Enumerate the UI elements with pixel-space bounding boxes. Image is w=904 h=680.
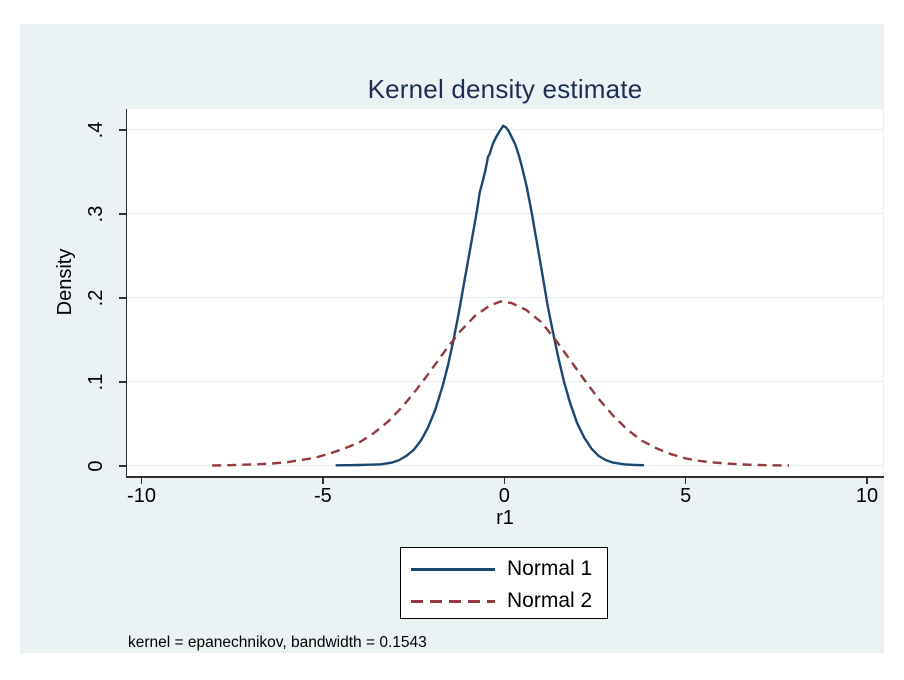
x-tick-label: 5 <box>680 485 692 507</box>
y-tick <box>119 465 126 467</box>
kde-curve-2 <box>212 300 790 467</box>
legend-label: Normal 1 <box>507 557 593 580</box>
legend-line-sample-solid <box>411 567 495 571</box>
y-gridline <box>127 297 883 299</box>
y-tick <box>119 381 126 383</box>
y-tick-label: .4 <box>85 121 107 139</box>
x-tick <box>322 477 324 484</box>
y-gridline <box>127 465 883 467</box>
plot-area <box>127 109 883 477</box>
legend-item-normal-2: Normal 2 <box>401 588 607 614</box>
y-axis-title: Density <box>54 248 76 316</box>
kernel-bandwidth-note: kernel = epanechnikov, bandwidth = 0.154… <box>128 634 427 651</box>
y-tick-label: .1 <box>85 373 107 391</box>
y-tick <box>119 129 126 131</box>
chart-title: Kernel density estimate <box>367 74 643 104</box>
x-axis-line <box>125 476 884 478</box>
x-tick-label: -5 <box>313 485 332 507</box>
y-gridline <box>127 213 883 215</box>
x-tick-label: 10 <box>855 485 879 507</box>
y-tick <box>119 213 126 215</box>
kde-curve-1 <box>335 124 644 467</box>
x-tick-label: -10 <box>127 485 156 507</box>
x-axis-title: r1 <box>496 507 514 529</box>
y-gridline <box>127 381 883 383</box>
legend-label: Normal 2 <box>507 589 593 612</box>
y-tick-label: .2 <box>85 289 107 307</box>
x-tick <box>684 477 687 484</box>
x-tick-label: 0 <box>498 485 510 507</box>
x-tick <box>140 477 143 484</box>
y-tick-label: 0 <box>85 460 107 472</box>
y-tick-label: .3 <box>85 205 107 223</box>
legend-item-normal-1: Normal 1 <box>401 556 607 582</box>
legend-line-sample-dashed <box>411 599 495 603</box>
y-axis-line <box>125 109 127 478</box>
x-tick <box>503 477 506 484</box>
y-tick <box>119 297 126 299</box>
legend-box: Normal 1 Normal 2 <box>400 547 608 619</box>
graph-canvas: Kernel density estimate -10 -5 0 5 10 0 .1 .2 .3… <box>20 24 884 653</box>
x-tick <box>866 477 868 484</box>
y-gridline <box>127 129 883 131</box>
kde-curves-svg <box>212 124 790 467</box>
